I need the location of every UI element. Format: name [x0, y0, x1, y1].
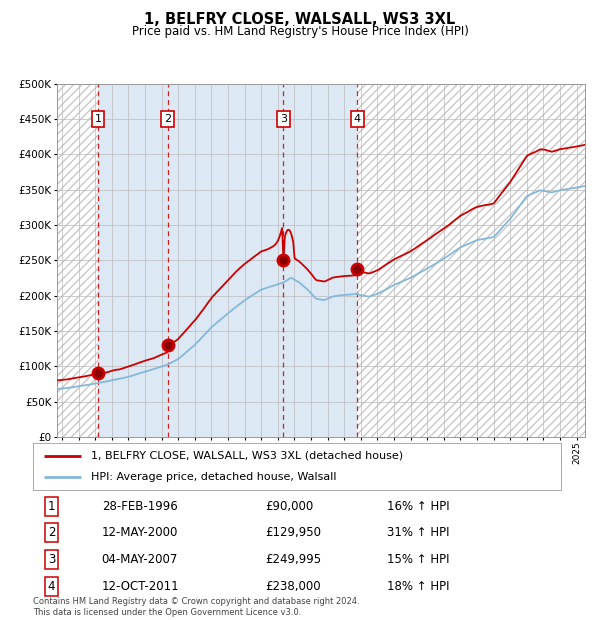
- Text: 4: 4: [48, 580, 55, 593]
- Text: 18% ↑ HPI: 18% ↑ HPI: [387, 580, 449, 593]
- Text: 04-MAY-2007: 04-MAY-2007: [101, 553, 178, 566]
- Text: 2: 2: [164, 114, 172, 124]
- Text: Contains HM Land Registry data © Crown copyright and database right 2024.
This d: Contains HM Land Registry data © Crown c…: [33, 598, 359, 617]
- Text: HPI: Average price, detached house, Walsall: HPI: Average price, detached house, Wals…: [91, 472, 337, 482]
- Text: 28-FEB-1996: 28-FEB-1996: [101, 500, 178, 513]
- Text: 3: 3: [48, 553, 55, 566]
- Text: 2: 2: [48, 526, 55, 539]
- Bar: [57, 84, 98, 437]
- Text: 4: 4: [353, 114, 361, 124]
- Text: 1: 1: [48, 500, 55, 513]
- Text: Price paid vs. HM Land Registry's House Price Index (HPI): Price paid vs. HM Land Registry's House …: [131, 25, 469, 38]
- Text: £238,000: £238,000: [265, 580, 321, 593]
- Text: 16% ↑ HPI: 16% ↑ HPI: [387, 500, 449, 513]
- Text: 12-MAY-2000: 12-MAY-2000: [101, 526, 178, 539]
- Text: 1, BELFRY CLOSE, WALSALL, WS3 3XL: 1, BELFRY CLOSE, WALSALL, WS3 3XL: [145, 12, 455, 27]
- Text: 12-OCT-2011: 12-OCT-2011: [101, 580, 179, 593]
- Text: 15% ↑ HPI: 15% ↑ HPI: [387, 553, 449, 566]
- Text: 1, BELFRY CLOSE, WALSALL, WS3 3XL (detached house): 1, BELFRY CLOSE, WALSALL, WS3 3XL (detac…: [91, 451, 403, 461]
- Text: £249,995: £249,995: [265, 553, 322, 566]
- Text: £129,950: £129,950: [265, 526, 322, 539]
- Text: 3: 3: [280, 114, 287, 124]
- Text: 31% ↑ HPI: 31% ↑ HPI: [387, 526, 449, 539]
- Text: 1: 1: [94, 114, 101, 124]
- Text: £90,000: £90,000: [265, 500, 314, 513]
- Bar: [357, 84, 585, 437]
